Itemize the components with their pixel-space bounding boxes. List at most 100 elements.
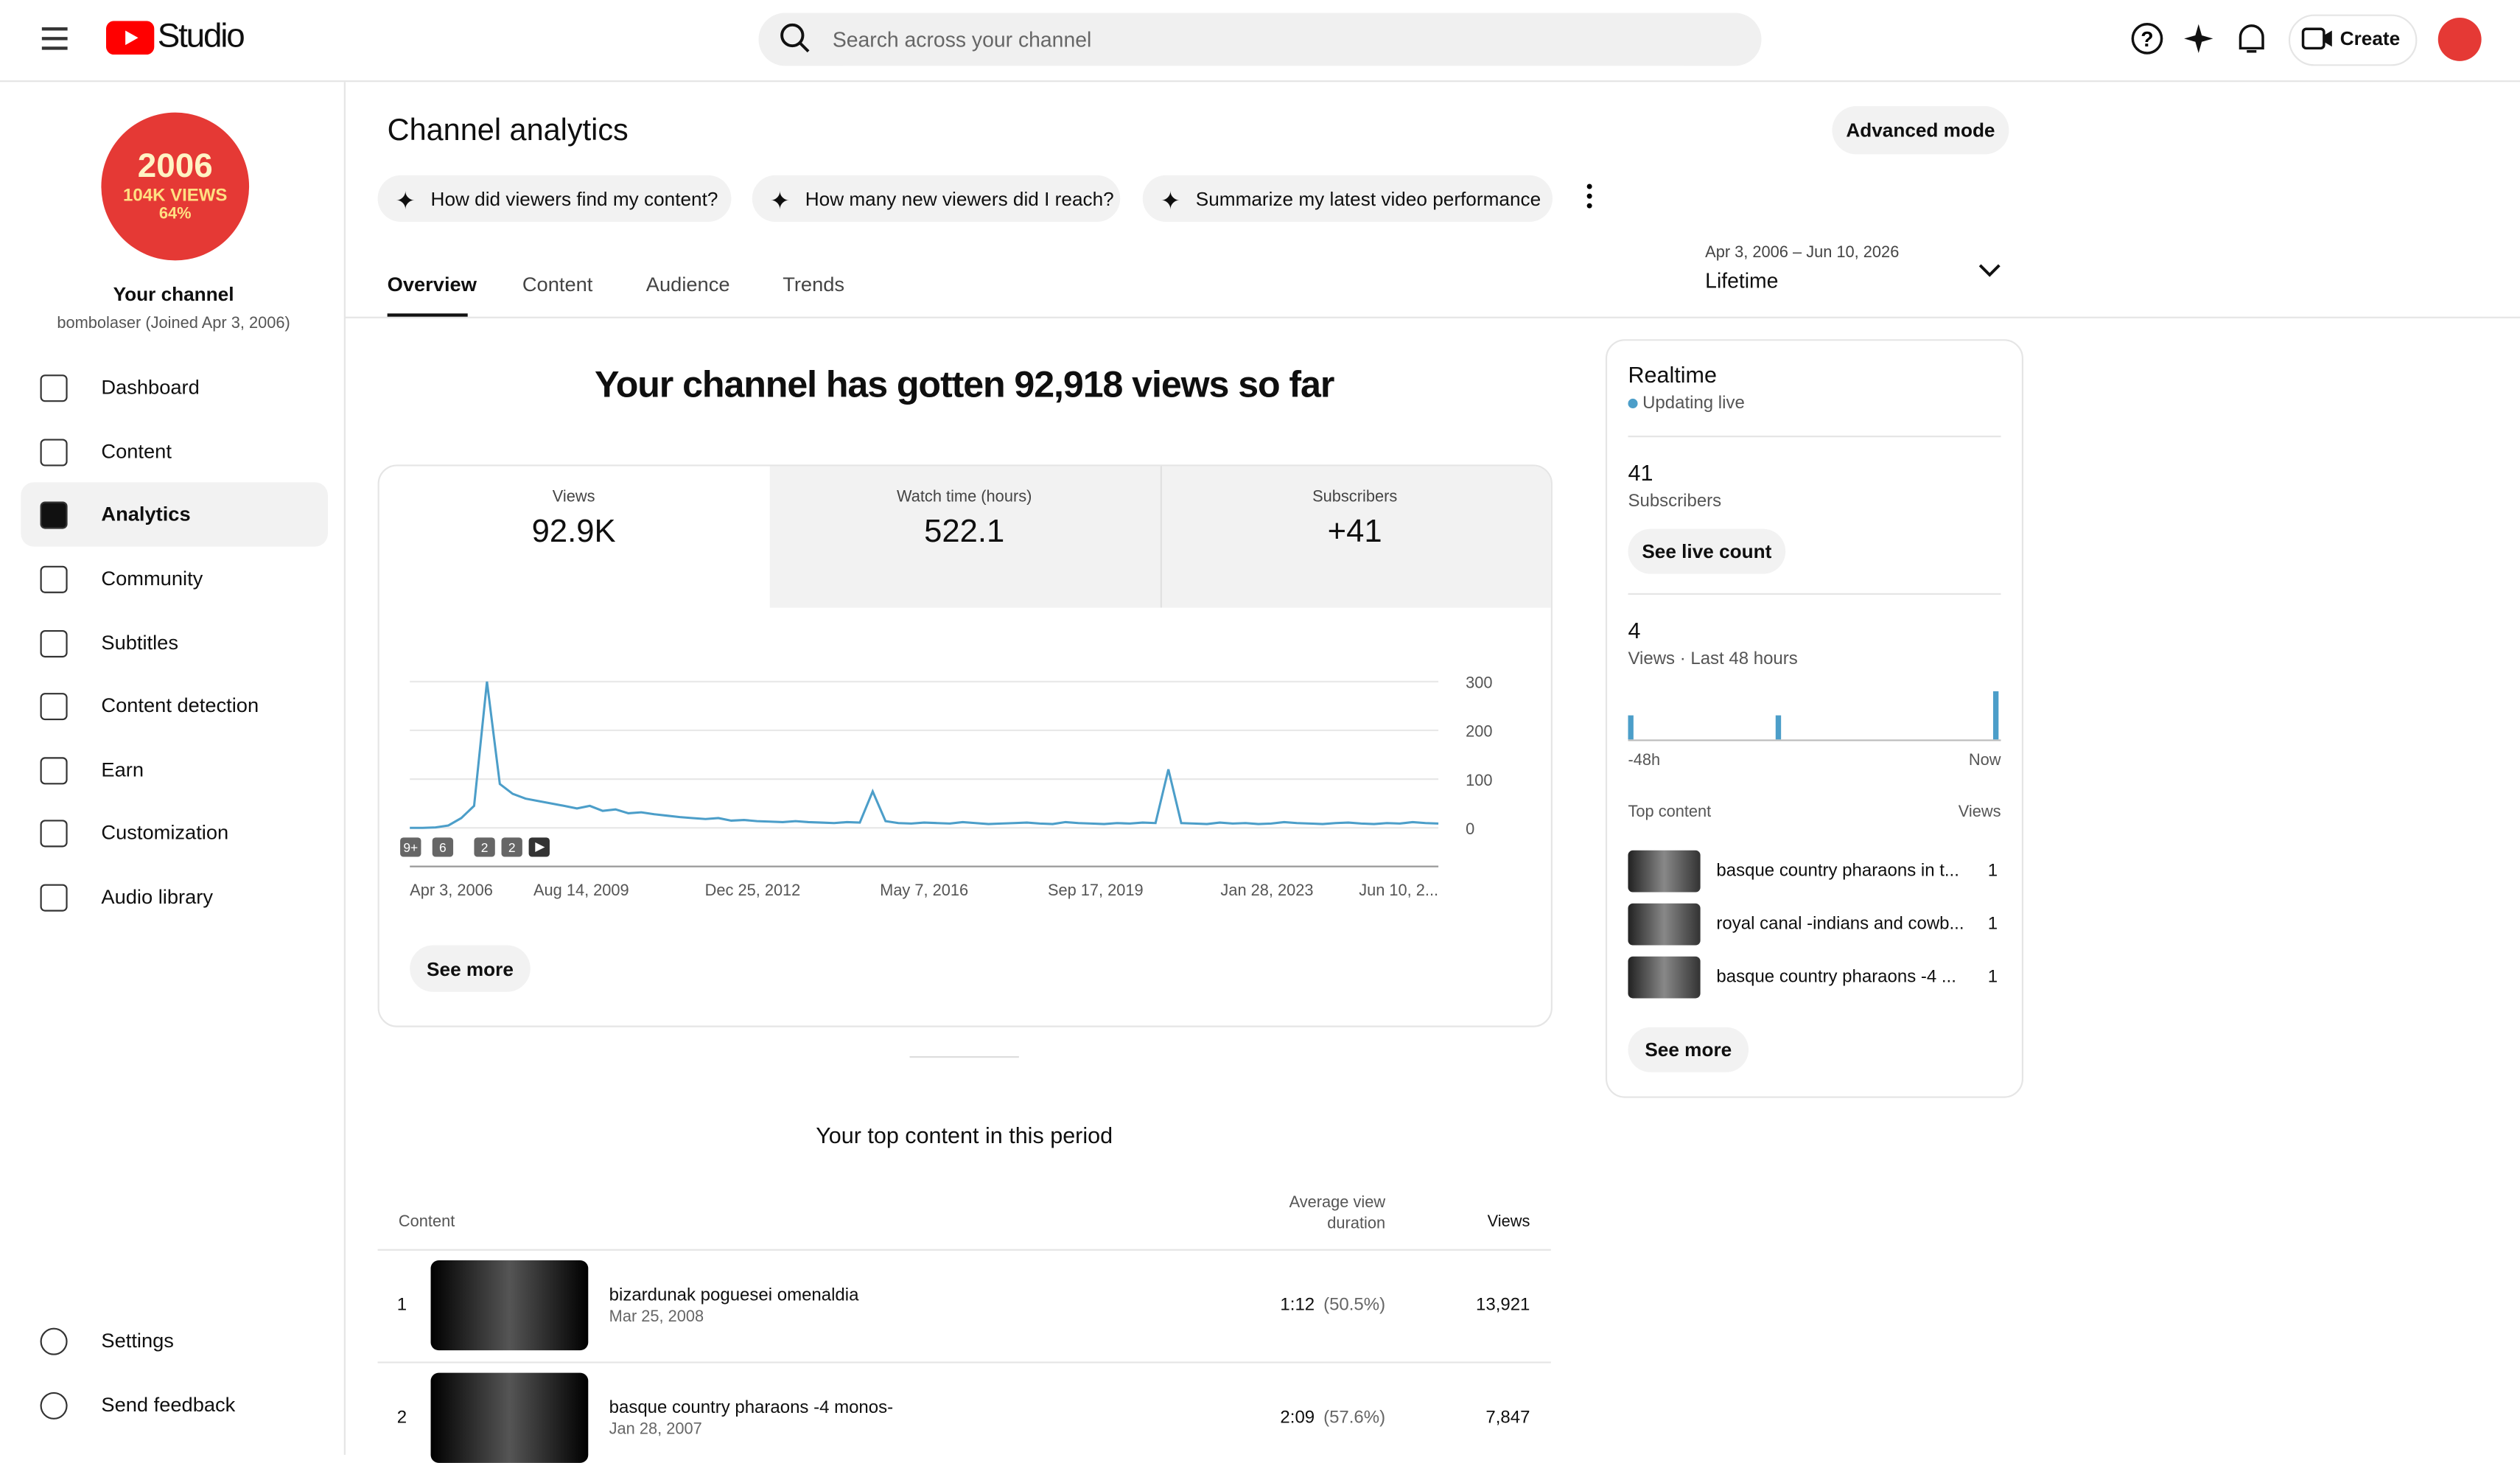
realtime-chart xyxy=(1628,691,2001,741)
metrics-card xyxy=(377,464,1553,1027)
prompt-icon: ✦ xyxy=(769,188,791,216)
item-title[interactable]: basque country pharaons in t... xyxy=(1716,862,1959,881)
dropdown-icon[interactable] xyxy=(1978,262,2001,279)
annotation: 9+ xyxy=(403,840,418,855)
item-views: 1 xyxy=(1987,862,1998,881)
prompt-chip[interactable] xyxy=(377,175,732,222)
divider xyxy=(1628,593,2001,596)
x-tick-label: May 7, 2016 xyxy=(880,881,968,899)
item-title[interactable]: basque country pharaons -4 ... xyxy=(1716,968,1956,988)
prompt-label[interactable]: How did viewers find my content? xyxy=(430,188,718,211)
more-icon[interactable] xyxy=(1585,184,1595,209)
x-tick-label: Jan 28, 2023 xyxy=(1220,881,1313,899)
tab[interactable]: Audience xyxy=(645,273,730,296)
date-range: Apr 3, 2006 – Jun 10, 2026 xyxy=(1705,244,1900,262)
nav-icon xyxy=(40,374,68,402)
views: 13,921 xyxy=(1476,1295,1530,1316)
nav-item[interactable]: Customization xyxy=(101,821,229,845)
x-tick-label: Dec 25, 2012 xyxy=(705,881,801,899)
page-title: Channel analytics xyxy=(387,114,629,148)
tab[interactable]: Content xyxy=(522,273,593,296)
metric-value: 522.1 xyxy=(924,514,1005,550)
see-more-button[interactable]: See more xyxy=(1628,1027,1749,1072)
avatar-text: 104K VIEWS xyxy=(123,186,228,206)
thumbnail[interactable] xyxy=(430,1260,589,1351)
annotation: 6 xyxy=(439,840,447,855)
nav-item[interactable]: Audio library xyxy=(101,885,213,909)
subs-count: 41 xyxy=(1628,459,1653,486)
video-title[interactable]: basque country pharaons -4 monos- xyxy=(609,1398,894,1418)
channel-sub: bombolaser (Joined Apr 3, 2006) xyxy=(57,315,290,333)
duration: 2:09 xyxy=(1280,1408,1315,1428)
search-box[interactable] xyxy=(758,13,1762,66)
nav-icon xyxy=(40,693,68,721)
play-icon xyxy=(535,842,545,852)
nav-item[interactable]: Settings xyxy=(101,1329,174,1352)
nav-item[interactable]: Community xyxy=(101,567,203,590)
rank: 2 xyxy=(396,1408,407,1428)
create-icon xyxy=(2301,27,2332,50)
item-views: 1 xyxy=(1987,915,1998,935)
y-tick-label: 100 xyxy=(1466,771,1492,789)
logo-icon[interactable] xyxy=(105,21,155,55)
thumbnail[interactable] xyxy=(1628,850,1701,893)
annotation-marker xyxy=(501,837,522,857)
annotation-marker xyxy=(432,837,454,857)
nav-icon xyxy=(40,1327,68,1355)
bar xyxy=(1775,715,1782,740)
app-name: Studio xyxy=(157,17,245,55)
thumbnail[interactable] xyxy=(1628,956,1701,999)
bar xyxy=(1992,691,1999,740)
views-header: Views xyxy=(1958,803,2001,822)
nav-item[interactable]: Content xyxy=(101,440,172,464)
duration-pct: (50.5%) xyxy=(1323,1295,1386,1316)
account-avatar[interactable] xyxy=(2437,17,2482,61)
header-icons[interactable]: ? xyxy=(2131,22,2275,58)
nav-item[interactable]: Earn xyxy=(101,758,144,782)
nav-item[interactable]: Subtitles xyxy=(101,632,179,654)
prompt-label[interactable]: How many new viewers did I reach? xyxy=(805,188,1114,211)
video-title[interactable]: bizardunak poguesei omenaldia xyxy=(609,1285,859,1306)
nav-item[interactable]: Analytics xyxy=(101,503,191,526)
thumbnail[interactable] xyxy=(430,1372,589,1463)
nav-icon xyxy=(40,757,68,785)
annotation-marker xyxy=(474,837,495,857)
thumbnail[interactable] xyxy=(1628,903,1701,946)
create-button[interactable] xyxy=(2288,14,2418,66)
channel-avatar[interactable]: 2006 104K VIEWS 64% xyxy=(101,112,250,261)
views-count: 4 xyxy=(1628,617,1641,643)
nav-item[interactable]: Content detection xyxy=(101,694,259,717)
tab[interactable]: Overview xyxy=(387,273,477,296)
live-dot xyxy=(1628,398,1638,409)
item-views: 1 xyxy=(1987,968,1998,988)
views-chart: 0 100 200 300 Apr 3, 2006 Aug 14, 2009 Dec 25,… xyxy=(400,674,1493,899)
menu-icon[interactable] xyxy=(41,26,71,52)
y-tick-label: 0 xyxy=(1466,820,1474,838)
x-tick-label: Aug 14, 2009 xyxy=(533,881,629,899)
nav-icon xyxy=(40,884,68,912)
column-header: Average view duration xyxy=(1289,1194,1386,1233)
live-count-button[interactable]: See live count xyxy=(1628,528,1786,574)
nav-item[interactable]: Send feedback xyxy=(101,1394,236,1417)
prompt-label[interactable]: Summarize my latest video performance xyxy=(1195,188,1541,211)
tile-divider xyxy=(1160,466,1162,608)
y-tick-label: 200 xyxy=(1466,722,1492,741)
prompt-chip[interactable] xyxy=(1142,175,1553,222)
advanced-button[interactable]: Advanced mode xyxy=(1832,105,2009,155)
nav-icon xyxy=(40,629,68,658)
annotation: 2 xyxy=(508,840,516,855)
channel-label: Your channel xyxy=(113,282,234,306)
nav-icon xyxy=(40,1392,68,1420)
realtime-card xyxy=(1605,339,2024,1098)
column-header: Content xyxy=(398,1213,455,1232)
duration-pct: (57.6%) xyxy=(1323,1408,1386,1428)
item-title[interactable]: royal canal -indians and cowb... xyxy=(1716,915,1964,935)
metric-value: +41 xyxy=(1327,514,1382,550)
prompt-chip[interactable] xyxy=(752,175,1121,222)
nav-item[interactable]: Dashboard xyxy=(101,376,200,399)
tab[interactable]: Trends xyxy=(783,273,845,296)
see-more-button[interactable]: See more xyxy=(410,945,531,992)
annotation: 2 xyxy=(481,840,489,855)
